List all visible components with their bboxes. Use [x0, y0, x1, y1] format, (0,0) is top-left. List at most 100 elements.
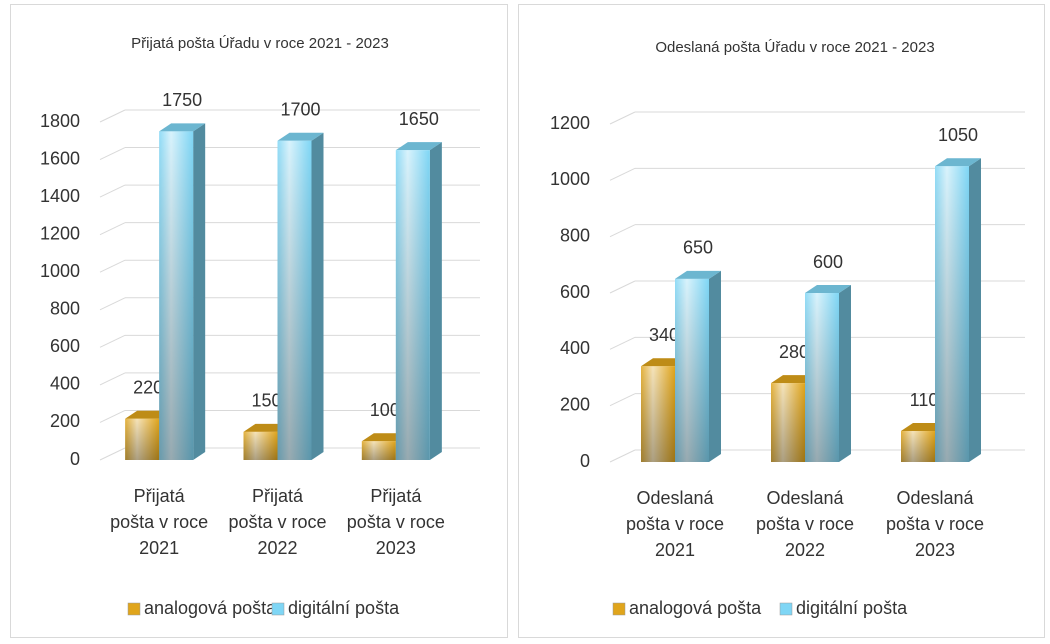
bar-side-shade [311, 132, 324, 460]
bar-fade [771, 383, 805, 462]
y-tick-label: 200 [50, 411, 80, 431]
grid-line [99, 222, 126, 236]
bar-top [675, 270, 721, 279]
chart-title: Odeslaná pošta Úřadu v roce 2021 - 2023 [655, 39, 934, 56]
bar-fade [277, 140, 312, 460]
bar-side [969, 158, 981, 462]
y-tick-label: 400 [50, 374, 80, 394]
y-tick-label: 1200 [550, 113, 590, 133]
y-tick-label: 0 [580, 451, 590, 471]
bar-side-shade [193, 123, 206, 460]
bar-top [277, 132, 324, 141]
bar-side-shade [839, 285, 851, 462]
grid-line [99, 372, 126, 386]
y-tick-label: 800 [560, 225, 590, 245]
y-tick-label: 1400 [40, 186, 80, 206]
data-label: 340 [649, 325, 679, 345]
bar-side [709, 270, 721, 462]
legend-swatch [271, 602, 285, 616]
bar-top-shade [395, 142, 442, 151]
bar-fade [159, 131, 194, 460]
bar-top-shade [675, 270, 721, 279]
bar-top-shade [159, 123, 206, 132]
bar-fade [805, 293, 839, 462]
grid-line [99, 334, 126, 348]
y-tick-label: 800 [50, 299, 80, 319]
grid-line [99, 259, 126, 273]
data-label: 1650 [399, 109, 439, 129]
grid-line [99, 409, 126, 423]
y-tick-label: 200 [560, 394, 590, 414]
x-tick-label: Přijatá pošta v roce 2022 [228, 486, 327, 558]
grid-line [609, 111, 636, 125]
legend-label: digitální pošta [288, 598, 400, 618]
x-tick-label: Přijatá pošta v roce 2023 [346, 486, 445, 558]
data-label: 600 [813, 252, 843, 272]
legend-label: digitální pošta [796, 598, 908, 618]
x-tick-label: Odeslaná pošta v roce 2023 [885, 488, 985, 560]
y-tick-label: 1000 [550, 169, 590, 189]
grid-line [99, 147, 126, 161]
x-tick-label: Odeslaná pošta v roce 2021 [625, 488, 725, 560]
bar-fade [935, 166, 969, 462]
grid-line [609, 280, 636, 294]
y-tick-label: 1600 [40, 148, 80, 168]
data-label: 110 [910, 390, 939, 410]
bar-fade [361, 441, 396, 460]
bar-top [935, 158, 981, 167]
bar-fade [901, 431, 935, 462]
y-tick-label: 400 [560, 338, 590, 358]
bar-side-shade [709, 270, 721, 462]
legend-label: analogová pošta [144, 598, 277, 618]
bar-side [311, 132, 324, 460]
grid-line [609, 167, 636, 181]
chart-title: Přijatá pošta Úřadu v roce 2021 - 2023 [131, 35, 389, 52]
bar-fade [243, 431, 278, 460]
data-label: 650 [683, 238, 713, 258]
bar-side [429, 142, 442, 460]
y-tick-label: 600 [50, 336, 80, 356]
grid-line [609, 224, 636, 238]
bar-side [839, 285, 851, 462]
bar-side-shade [429, 142, 442, 460]
grid-line [609, 336, 636, 350]
bar-side-shade [969, 158, 981, 462]
data-label: 1700 [280, 100, 320, 120]
y-tick-label: 1000 [40, 261, 80, 281]
data-label: 100 [370, 400, 400, 420]
data-label: 280 [779, 342, 809, 362]
y-tick-label: 1200 [40, 223, 80, 243]
bar-fade [125, 418, 160, 460]
legend-swatch [127, 602, 141, 616]
bar-top-shade [935, 158, 981, 167]
data-label: 1050 [938, 125, 978, 145]
grid-line [99, 297, 126, 311]
data-label: 1750 [162, 90, 202, 110]
grid-line [609, 449, 636, 463]
data-label: 150 [251, 391, 281, 411]
grid-line [99, 184, 126, 198]
bar-top [805, 285, 851, 293]
bar-fade [395, 150, 430, 460]
y-tick-label: 1800 [40, 111, 80, 131]
y-tick-label: 600 [560, 282, 590, 302]
bar-top [395, 142, 442, 151]
x-tick-label: Odeslaná pošta v roce 2022 [755, 488, 855, 560]
legend-swatch [612, 602, 626, 616]
x-tick-label: Přijatá pošta v roce 2021 [110, 486, 209, 558]
data-label: 220 [133, 377, 163, 397]
grid-line [99, 447, 126, 461]
bar-fade [641, 366, 675, 462]
bar-top-shade [805, 285, 851, 293]
legend-label: analogová pošta [629, 598, 762, 618]
bar-top [159, 123, 206, 132]
grid-line [609, 393, 636, 407]
grid-line [99, 109, 126, 123]
bar-fade [675, 278, 709, 462]
bar-top-shade [277, 132, 324, 141]
bar-side [193, 123, 206, 460]
y-tick-label: 0 [70, 449, 80, 469]
legend-swatch [779, 602, 793, 616]
